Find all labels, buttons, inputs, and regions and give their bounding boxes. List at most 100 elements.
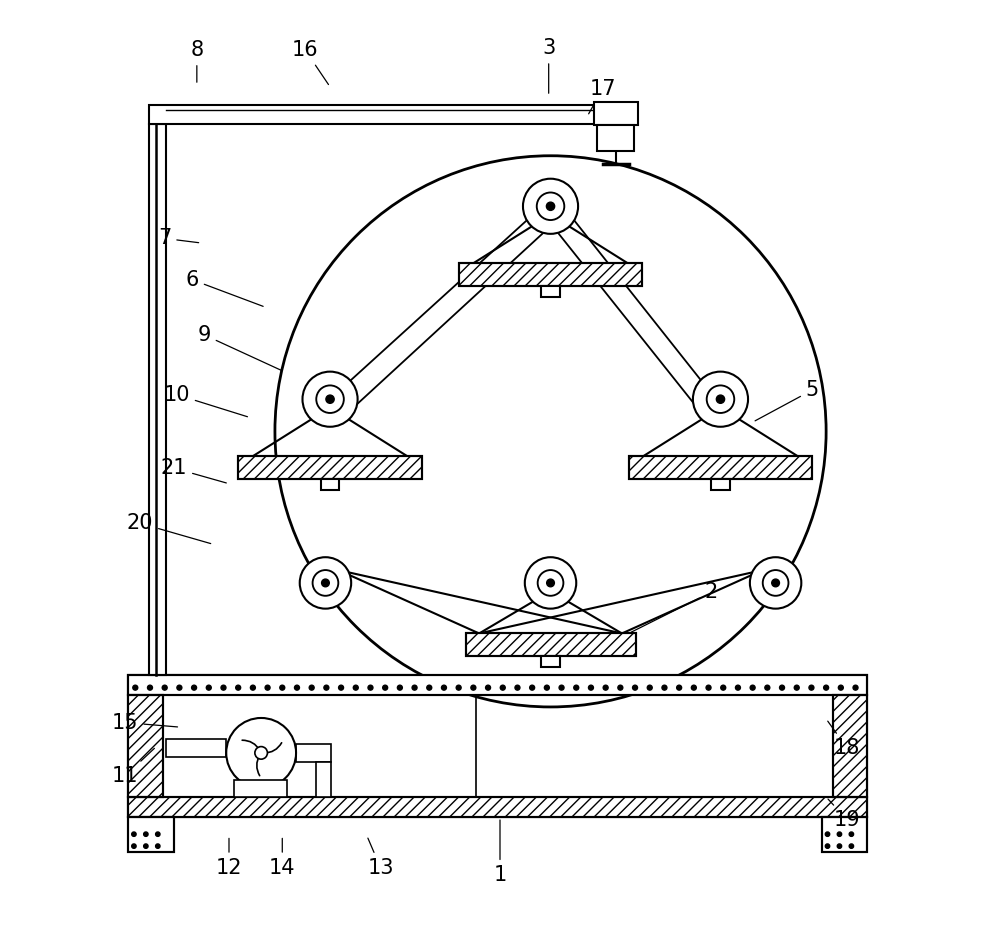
Circle shape bbox=[280, 685, 285, 690]
Bar bbox=[128, 675, 867, 695]
Circle shape bbox=[148, 685, 152, 690]
Circle shape bbox=[838, 685, 843, 690]
Circle shape bbox=[353, 685, 358, 690]
Circle shape bbox=[441, 685, 446, 690]
Bar bbox=[238, 456, 422, 479]
Text: 18: 18 bbox=[828, 721, 860, 758]
Circle shape bbox=[383, 685, 388, 690]
Circle shape bbox=[538, 570, 563, 596]
Bar bbox=[234, 781, 287, 797]
Circle shape bbox=[471, 685, 476, 690]
Bar bbox=[822, 818, 867, 852]
Bar bbox=[594, 103, 638, 125]
Bar bbox=[316, 762, 331, 797]
Bar bbox=[128, 675, 867, 695]
Circle shape bbox=[294, 685, 299, 690]
Bar bbox=[466, 633, 636, 656]
Bar bbox=[711, 479, 730, 490]
Bar bbox=[459, 263, 642, 286]
Circle shape bbox=[456, 685, 461, 690]
Circle shape bbox=[559, 685, 564, 690]
Circle shape bbox=[546, 202, 555, 210]
Circle shape bbox=[500, 685, 505, 690]
Circle shape bbox=[427, 685, 432, 690]
Circle shape bbox=[780, 685, 785, 690]
Circle shape bbox=[763, 570, 788, 596]
Bar bbox=[128, 818, 174, 852]
Circle shape bbox=[368, 685, 373, 690]
Bar bbox=[238, 456, 422, 479]
Text: 8: 8 bbox=[190, 40, 203, 83]
Circle shape bbox=[313, 570, 338, 596]
Circle shape bbox=[192, 685, 197, 690]
Circle shape bbox=[716, 395, 725, 403]
Text: 14: 14 bbox=[269, 838, 296, 878]
Circle shape bbox=[530, 685, 535, 690]
Circle shape bbox=[825, 832, 830, 836]
Circle shape bbox=[316, 386, 344, 413]
Circle shape bbox=[132, 832, 136, 836]
Circle shape bbox=[547, 579, 554, 587]
Bar bbox=[128, 797, 867, 818]
Circle shape bbox=[226, 718, 296, 788]
Text: 9: 9 bbox=[198, 324, 282, 371]
Bar bbox=[321, 479, 339, 490]
Bar bbox=[128, 818, 174, 852]
Bar bbox=[597, 125, 634, 151]
Bar bbox=[833, 695, 867, 797]
Circle shape bbox=[691, 685, 696, 690]
Circle shape bbox=[825, 844, 830, 848]
Circle shape bbox=[824, 685, 829, 690]
Circle shape bbox=[707, 386, 734, 413]
Text: 3: 3 bbox=[542, 38, 555, 94]
Bar bbox=[629, 456, 812, 479]
Bar bbox=[296, 743, 331, 762]
Circle shape bbox=[339, 685, 344, 690]
Bar bbox=[149, 123, 166, 675]
Circle shape bbox=[144, 832, 148, 836]
Circle shape bbox=[397, 685, 402, 690]
Text: 19: 19 bbox=[828, 799, 861, 830]
Text: 15: 15 bbox=[112, 713, 178, 732]
Text: 13: 13 bbox=[367, 838, 394, 878]
Circle shape bbox=[236, 685, 241, 690]
Circle shape bbox=[300, 557, 351, 609]
Bar bbox=[541, 286, 560, 298]
Circle shape bbox=[515, 685, 520, 690]
Bar bbox=[128, 695, 163, 797]
Bar bbox=[822, 818, 867, 852]
Circle shape bbox=[265, 685, 270, 690]
Circle shape bbox=[412, 685, 417, 690]
Circle shape bbox=[525, 557, 576, 609]
Circle shape bbox=[772, 579, 779, 587]
Circle shape bbox=[853, 685, 858, 690]
Circle shape bbox=[693, 372, 748, 426]
Text: 21: 21 bbox=[161, 458, 226, 483]
Circle shape bbox=[544, 685, 549, 690]
Bar bbox=[466, 633, 636, 656]
Circle shape bbox=[849, 844, 854, 848]
Circle shape bbox=[133, 685, 138, 690]
Bar bbox=[128, 675, 867, 818]
Text: 17: 17 bbox=[589, 79, 616, 114]
Circle shape bbox=[309, 685, 314, 690]
Text: 20: 20 bbox=[127, 514, 211, 543]
Circle shape bbox=[706, 685, 711, 690]
Circle shape bbox=[750, 557, 801, 609]
Circle shape bbox=[603, 685, 608, 690]
Circle shape bbox=[588, 685, 593, 690]
Circle shape bbox=[537, 193, 564, 220]
Circle shape bbox=[302, 372, 358, 426]
Bar bbox=[149, 106, 596, 123]
Circle shape bbox=[322, 579, 329, 587]
Circle shape bbox=[156, 844, 160, 848]
Circle shape bbox=[206, 685, 211, 690]
Bar bbox=[541, 656, 560, 667]
Circle shape bbox=[177, 685, 182, 690]
Text: 12: 12 bbox=[216, 838, 242, 878]
Text: 6: 6 bbox=[186, 270, 263, 306]
Bar bbox=[128, 695, 163, 797]
Bar bbox=[629, 456, 812, 479]
Circle shape bbox=[144, 844, 148, 848]
Text: 10: 10 bbox=[163, 385, 247, 417]
